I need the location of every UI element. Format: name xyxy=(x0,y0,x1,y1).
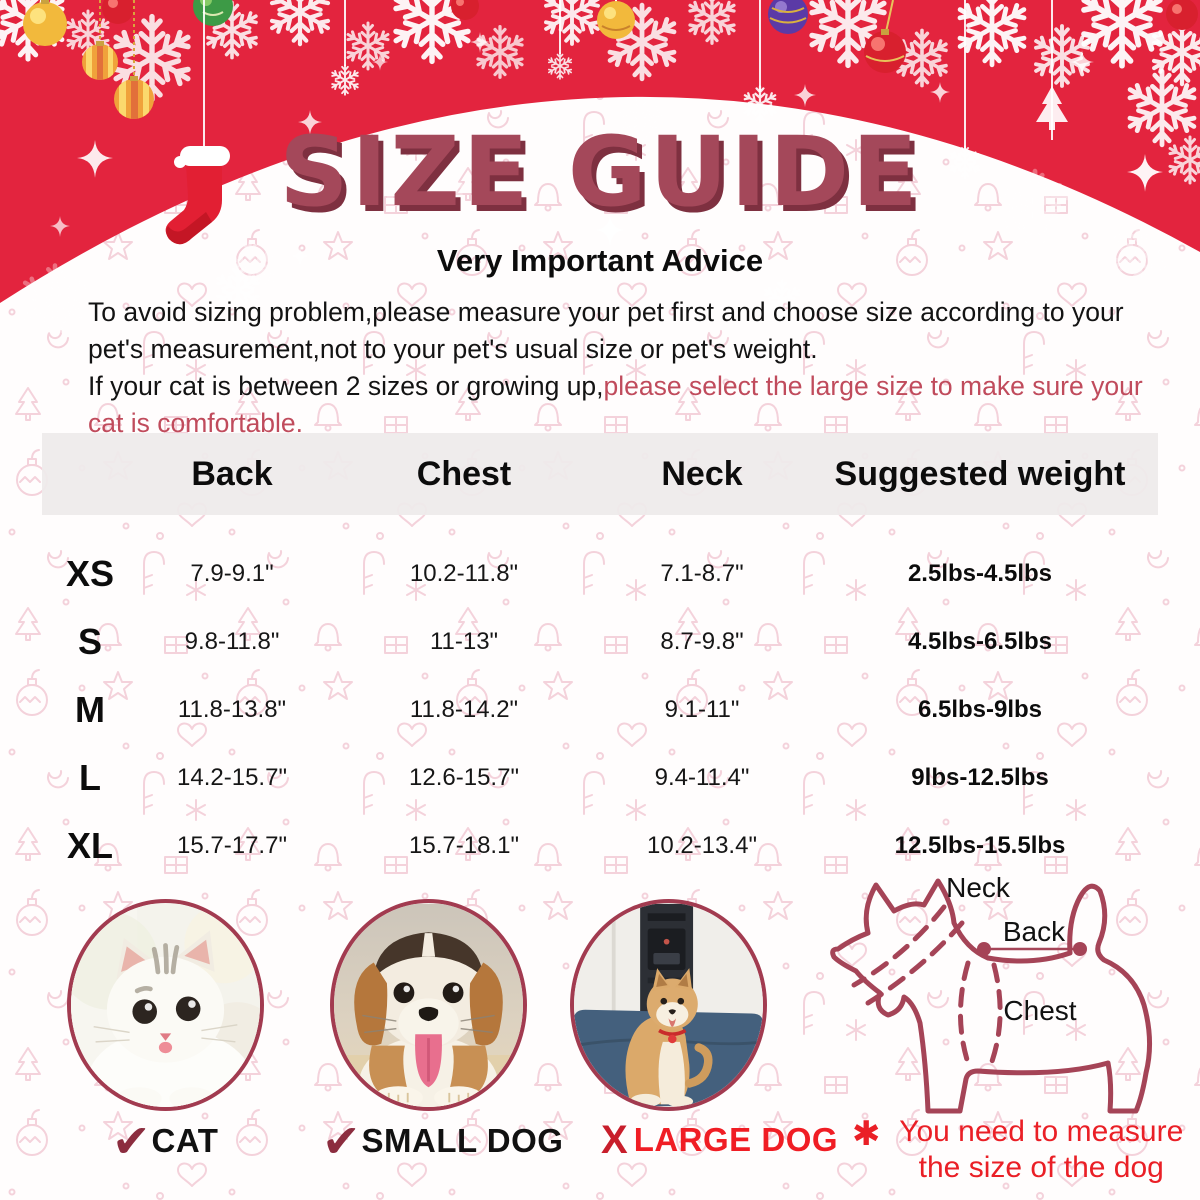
red-ornament-icon xyxy=(451,0,479,20)
measure-note-line1: You need to measure xyxy=(899,1115,1184,1148)
weight-value: 6.5lbs-9lbs xyxy=(917,696,1043,723)
chest-value: 11.8-14.2" xyxy=(409,696,519,723)
table-row-xl: XL 15.7-17.7" 15.7-18.1" 10.2-13.4" 12.5… xyxy=(42,812,1158,880)
table-row-s: S 9.8-11.8" 11-13" 8.7-9.8" 4.5lbs-6.5lb… xyxy=(42,608,1158,676)
size-label: L xyxy=(79,757,101,798)
size-table-body: XS 7.9-9.1" 10.2-11.8" 7.1-8.7" 2.5lbs-4… xyxy=(42,540,1158,880)
size-label: XS xyxy=(65,553,115,594)
chest-value: 15.7-18.1" xyxy=(409,832,519,859)
neck-value: 9.4-11.4" xyxy=(654,764,750,791)
neck-value: 9.1-11" xyxy=(664,696,740,723)
size-label: M xyxy=(75,689,105,730)
chest-measure-dashes xyxy=(957,960,1003,1072)
size-table-header: Back Chest Neck Suggested weight xyxy=(42,433,1158,515)
measure-note-line2: the size of the dog xyxy=(918,1151,1164,1184)
chest-value: 12.6-15.7" xyxy=(409,764,519,791)
gold-ornament-icon xyxy=(597,0,635,39)
col-back: Back xyxy=(191,454,273,493)
legend-small-dog: ✔ SMALL DOG xyxy=(322,1118,563,1164)
col-weight: Suggested weight xyxy=(834,454,1126,493)
col-neck: Neck xyxy=(661,454,743,493)
red-ornament-icon xyxy=(102,0,134,24)
small-dog-label: SMALL DOG xyxy=(361,1122,564,1159)
table-row-l: L 14.2-15.7" 12.6-15.7" 9.4-11.4" 9lbs-1… xyxy=(42,744,1158,812)
dog-outline xyxy=(830,878,1153,1114)
chest-value: 11-13" xyxy=(429,628,499,655)
neck-value: 7.1-8.7" xyxy=(660,560,744,587)
christmas-banner xyxy=(0,0,1200,345)
red-hanging-ornament-icon xyxy=(864,0,906,73)
stocking-icon xyxy=(165,0,230,245)
page-title: SIZE GUIDE xyxy=(279,116,921,228)
red-arch xyxy=(0,0,1200,303)
diagram-chest-label: Chest xyxy=(1003,995,1076,1026)
shiba-dog-photo xyxy=(570,899,767,1111)
size-label: XL xyxy=(66,825,113,866)
weight-value: 4.5lbs-6.5lbs xyxy=(907,628,1053,655)
back-value: 7.9-9.1" xyxy=(190,560,274,587)
cat-photo xyxy=(67,899,264,1111)
diagram-neck-label: Neck xyxy=(946,872,1011,903)
striped-ornament-icon xyxy=(114,0,154,119)
measure-note: ✱ You need to measure the size of the do… xyxy=(852,1114,1196,1186)
asterisk-icon: ✱ xyxy=(852,1115,881,1153)
back-value: 11.8-13.8" xyxy=(177,696,287,723)
cat-label: CAT xyxy=(151,1122,219,1159)
diagram-back-label: Back xyxy=(1003,916,1066,947)
striped-ornament-icon xyxy=(82,0,118,80)
advice-text: To avoid sizing problem,please measure y… xyxy=(88,294,1180,442)
weight-value: 2.5lbs-4.5lbs xyxy=(907,560,1053,587)
check-icon: ✔ xyxy=(322,1115,361,1167)
size-label: S xyxy=(77,621,102,662)
x-mark-icon: X xyxy=(601,1118,628,1162)
legend-large-dog: X LARGE DOG xyxy=(601,1118,838,1162)
back-value: 15.7-17.7" xyxy=(177,832,287,859)
check-icon: ✔ xyxy=(112,1115,151,1167)
red-ornament-icon xyxy=(1166,0,1198,30)
advice-sentence-1: To avoid sizing problem,please measure y… xyxy=(88,297,1124,364)
back-value: 14.2-15.7" xyxy=(177,764,287,791)
chest-value: 10.2-11.8" xyxy=(409,560,519,587)
col-chest: Chest xyxy=(416,454,512,493)
weight-value: 12.5lbs-15.5lbs xyxy=(894,832,1066,859)
advice-sentence-2-black: If your cat is between 2 sizes or growin… xyxy=(88,371,604,401)
weight-value: 9lbs-12.5lbs xyxy=(911,764,1049,791)
neck-value: 8.7-9.8" xyxy=(660,628,744,655)
neck-value: 10.2-13.4" xyxy=(647,832,757,859)
neck-measure-dashes xyxy=(851,904,965,1006)
legend-cat: ✔ CAT xyxy=(112,1118,218,1164)
table-row-xs: XS 7.9-9.1" 10.2-11.8" 7.1-8.7" 2.5lbs-4… xyxy=(42,540,1158,608)
advice-sentence-2: If your cat is between 2 sizes or growin… xyxy=(88,368,1180,442)
ornament-balls xyxy=(23,0,1198,119)
table-row-m: M 11.8-13.8" 11.8-14.2" 9.1-11" 6.5lbs-9… xyxy=(42,676,1158,744)
gold-ornament-icon xyxy=(23,0,67,46)
large-dog-label: LARGE DOG xyxy=(633,1121,839,1158)
dog-measurement-diagram: Neck Back Chest xyxy=(830,872,1153,1114)
purple-ornament-icon xyxy=(768,0,808,34)
measure-note-text: You need to measure the size of the dog xyxy=(887,1114,1197,1186)
beagle-puppy-photo xyxy=(330,899,527,1111)
page-subtitle: Very Important Advice xyxy=(436,243,764,278)
back-value: 9.8-11.8" xyxy=(184,628,280,655)
